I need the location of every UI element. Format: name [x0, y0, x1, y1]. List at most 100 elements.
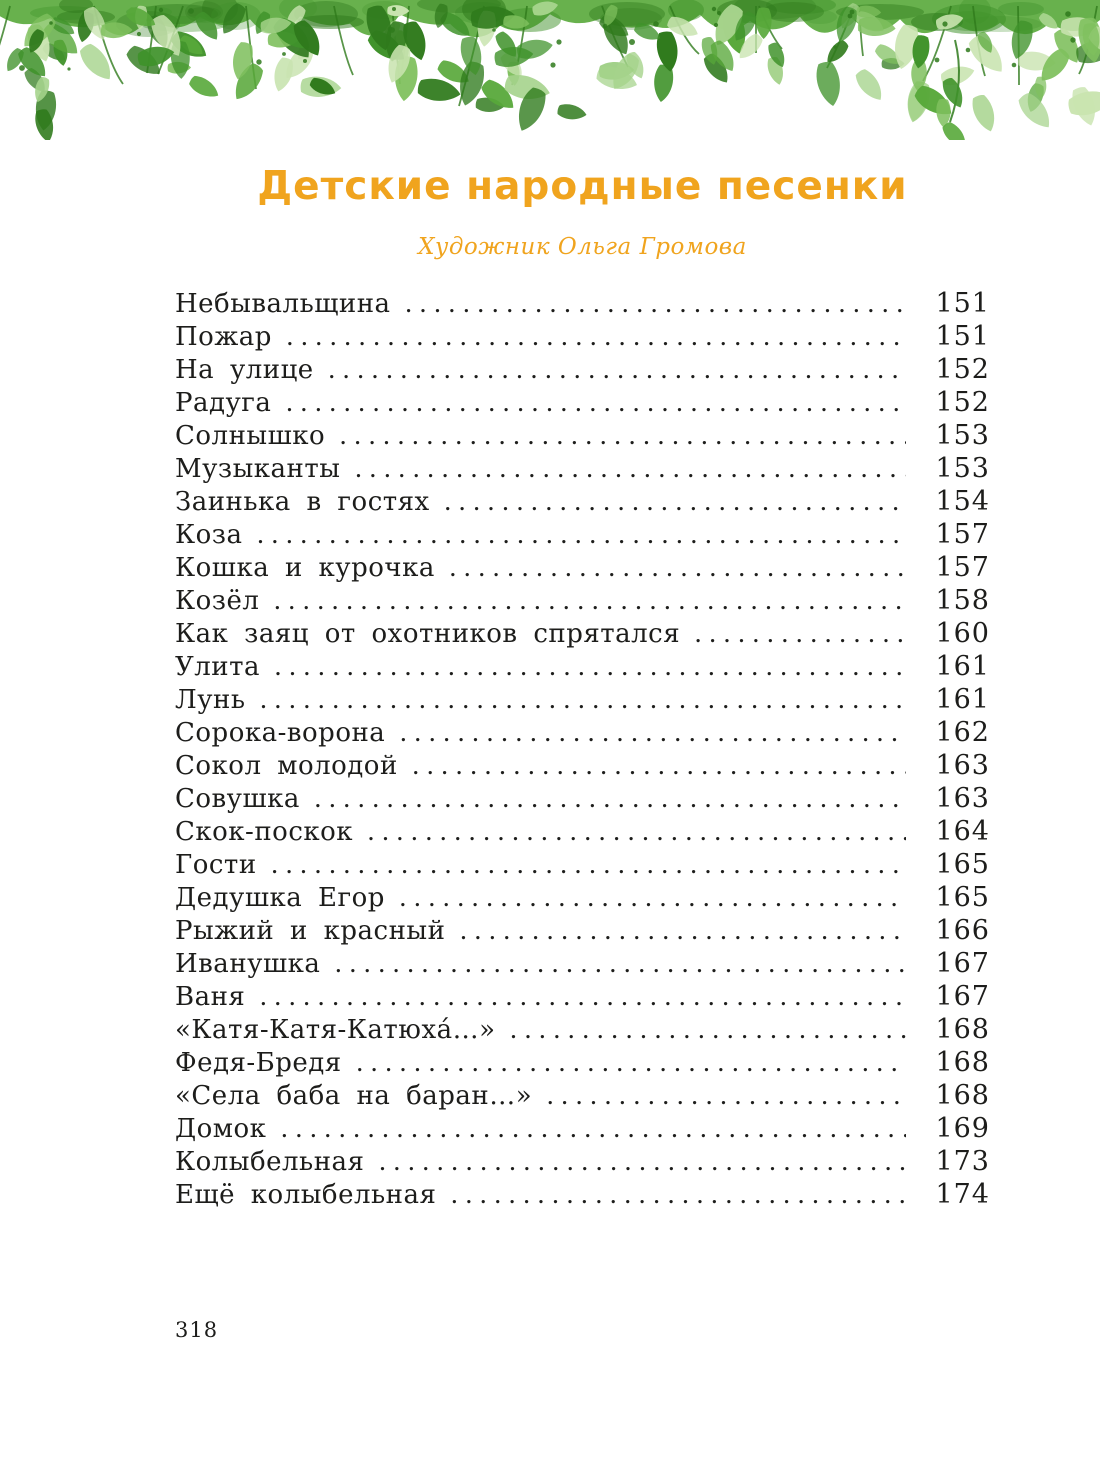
toc-entry-row: Дедушка Егор 165	[175, 882, 990, 915]
toc-entry-row: Ещё колыбельная 174	[175, 1179, 990, 1212]
toc-entry-title: Сорока-ворона	[175, 718, 386, 748]
toc-entry-page-number: 174	[935, 1179, 990, 1210]
toc-entry-title: На улице	[175, 355, 314, 385]
dot-leader	[450, 1180, 906, 1209]
toc-entry-title: Радуга	[175, 388, 272, 418]
toc-entry-row: Улита 161	[175, 651, 990, 684]
dot-leader	[412, 751, 906, 780]
dot-leader	[280, 1114, 906, 1143]
toc-entry-title: Небывальщина	[175, 289, 391, 319]
toc-entry-page-number: 169	[935, 1113, 990, 1144]
toc-entry-row: «Катя-Катя-Катюха́…» 168	[175, 1014, 990, 1047]
dot-leader	[259, 685, 906, 714]
toc-entry-row: Заинька в гостях 154	[175, 486, 990, 519]
toc-entry-row: Сорока-ворона 162	[175, 717, 990, 750]
toc-entry-title: Скок-поскок	[175, 817, 354, 847]
watercolor-foliage-icon	[0, 0, 1100, 148]
toc-entry-page-number: 158	[935, 585, 990, 616]
toc-entry-page-number: 163	[935, 750, 990, 781]
toc-entry-page-number: 151	[935, 288, 990, 319]
toc-entry-page-number: 163	[935, 783, 990, 814]
dot-leader	[273, 586, 906, 615]
dot-leader	[405, 289, 906, 318]
toc-entry-title: Пожар	[175, 322, 272, 352]
toc-entry-title: Гости	[175, 850, 257, 880]
toc-entry-title: «Села баба на баран…»	[175, 1081, 533, 1111]
toc-entry-title: Кошка и курочка	[175, 553, 435, 583]
page-subtitle-artist: Художник Ольга Громова	[418, 234, 747, 260]
toc-entry-page-number: 152	[935, 354, 990, 385]
toc-entry-title: Как заяц от охотников спрятался	[175, 619, 681, 649]
toc-entry-page-number: 154	[935, 486, 990, 517]
toc-entry-page-number: 165	[935, 882, 990, 913]
toc-entry-title: Федя-Бредя	[175, 1048, 342, 1078]
toc-entry-page-number: 151	[935, 321, 990, 352]
toc-entry-title: Козёл	[175, 586, 260, 616]
toc-entry-page-number: 161	[935, 651, 990, 682]
toc-entry-row: Солнышко 153	[175, 420, 990, 453]
toc-entry-page-number: 168	[935, 1080, 990, 1111]
toc-entry-row: Радуга 152	[175, 387, 990, 420]
table-of-contents: Небывальщина 151 Пожар 151 На улице 152 …	[175, 288, 990, 1212]
dot-leader	[444, 487, 906, 516]
toc-entry-row: Коза 157	[175, 519, 990, 552]
dot-leader	[314, 784, 906, 813]
page-title: Детские народные песенки	[257, 164, 908, 209]
dot-leader	[694, 619, 906, 648]
dot-leader	[378, 1147, 906, 1176]
dot-leader	[286, 322, 906, 351]
toc-entry-row: Колыбельная 173	[175, 1146, 990, 1179]
toc-entry-row: Иванушка 167	[175, 948, 990, 981]
toc-entry-title: Заинька в гостях	[175, 487, 430, 517]
toc-entry-title: Музыканты	[175, 454, 341, 484]
toc-entry-page-number: 168	[935, 1047, 990, 1078]
toc-entry-page-number: 168	[935, 1014, 990, 1045]
toc-entry-page-number: 161	[935, 684, 990, 715]
toc-entry-row: Козёл 158	[175, 585, 990, 618]
toc-entry-page-number: 167	[935, 981, 990, 1012]
toc-entry-row: Небывальщина 151	[175, 288, 990, 321]
toc-entry-page-number: 157	[935, 519, 990, 550]
dot-leader	[259, 982, 906, 1011]
toc-entry-title: Совушка	[175, 784, 300, 814]
dot-leader	[354, 454, 906, 483]
toc-entry-title: Солнышко	[175, 421, 326, 451]
toc-entry-page-number: 153	[935, 453, 990, 484]
toc-entry-page-number: 173	[935, 1146, 990, 1177]
toc-entry-title: Ещё колыбельная	[175, 1180, 437, 1210]
toc-entry-title: Сокол молодой	[175, 751, 398, 781]
dot-leader	[449, 553, 906, 582]
dot-leader	[546, 1081, 906, 1110]
toc-entry-title: Иванушка	[175, 949, 321, 979]
toc-entry-row: Гости 165	[175, 849, 990, 882]
dot-leader	[510, 1015, 906, 1044]
dot-leader	[271, 850, 906, 879]
toc-entry-row: Рыжий и красный 166	[175, 915, 990, 948]
toc-entry-row: На улице 152	[175, 354, 990, 387]
dot-leader	[274, 652, 906, 681]
dot-leader	[339, 421, 906, 450]
dot-leader	[256, 520, 906, 549]
toc-entry-row: Лунь 161	[175, 684, 990, 717]
toc-entry-title: Лунь	[175, 685, 246, 715]
toc-entry-row: Музыканты 153	[175, 453, 990, 486]
dot-leader	[399, 718, 906, 747]
toc-entry-page-number: 153	[935, 420, 990, 451]
dot-leader	[285, 388, 906, 417]
toc-entry-title: Дедушка Егор	[175, 883, 385, 913]
toc-entry-row: Как заяц от охотников спрятался 160	[175, 618, 990, 651]
toc-entry-page-number: 164	[935, 816, 990, 847]
toc-entry-page-number: 152	[935, 387, 990, 418]
toc-entry-page-number: 160	[935, 618, 990, 649]
toc-entry-page-number: 162	[935, 717, 990, 748]
toc-entry-row: «Села баба на баран…» 168	[175, 1080, 990, 1113]
toc-entry-row: Пожар 151	[175, 321, 990, 354]
toc-entry-row: Кошка и курочка 157	[175, 552, 990, 585]
page-content: Детские народные песенки Художник Ольга …	[175, 0, 990, 1457]
toc-entry-title: Рыжий и красный	[175, 916, 446, 946]
toc-entry-page-number: 165	[935, 849, 990, 880]
toc-entry-title: Коза	[175, 520, 243, 550]
dot-leader	[399, 883, 906, 912]
dot-leader	[356, 1048, 906, 1077]
dot-leader	[328, 355, 906, 384]
